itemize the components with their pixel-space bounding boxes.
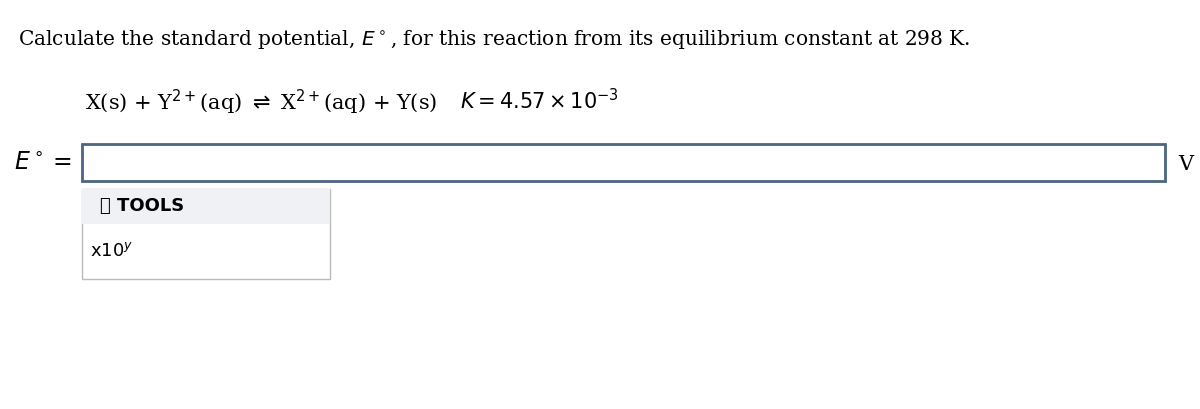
Text: V: V: [1178, 155, 1193, 173]
FancyBboxPatch shape: [82, 189, 330, 279]
Text: Calculate the standard potential, $E^\circ$, for this reaction from its equilibr: Calculate the standard potential, $E^\ci…: [18, 28, 971, 51]
Text: 🔧 TOOLS: 🔧 TOOLS: [100, 198, 185, 216]
Text: x10$^y$: x10$^y$: [90, 243, 133, 261]
FancyBboxPatch shape: [82, 144, 1165, 181]
Text: X(s) + Y$^{2+}$(aq) $\rightleftharpoons$ X$^{2+}$(aq) + Y(s): X(s) + Y$^{2+}$(aq) $\rightleftharpoons$…: [85, 88, 437, 117]
Text: $K = 4.57 \times 10^{-3}$: $K = 4.57 \times 10^{-3}$: [460, 88, 619, 113]
Text: $E^\circ =$: $E^\circ =$: [14, 153, 72, 175]
FancyBboxPatch shape: [82, 189, 330, 224]
